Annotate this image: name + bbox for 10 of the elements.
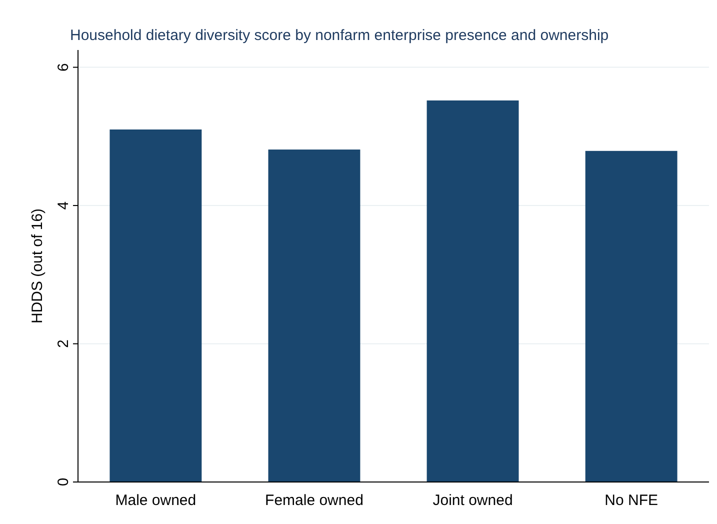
y-tick-label: 2 <box>55 340 72 348</box>
y-axis-title: HDDS (out of 16) <box>29 208 46 324</box>
x-tick-label: Male owned <box>115 492 196 509</box>
chart-title: Household dietary diversity score by nonfarm enterprise presence and ownership <box>70 27 609 44</box>
y-tick-label: 4 <box>55 201 72 210</box>
x-tick-label: No NFE <box>604 492 658 509</box>
y-tick-label: 0 <box>55 478 72 486</box>
x-tick-label: Joint owned <box>432 492 513 509</box>
x-tick-label: Female owned <box>265 492 364 509</box>
y-tick-label: 6 <box>55 63 72 72</box>
